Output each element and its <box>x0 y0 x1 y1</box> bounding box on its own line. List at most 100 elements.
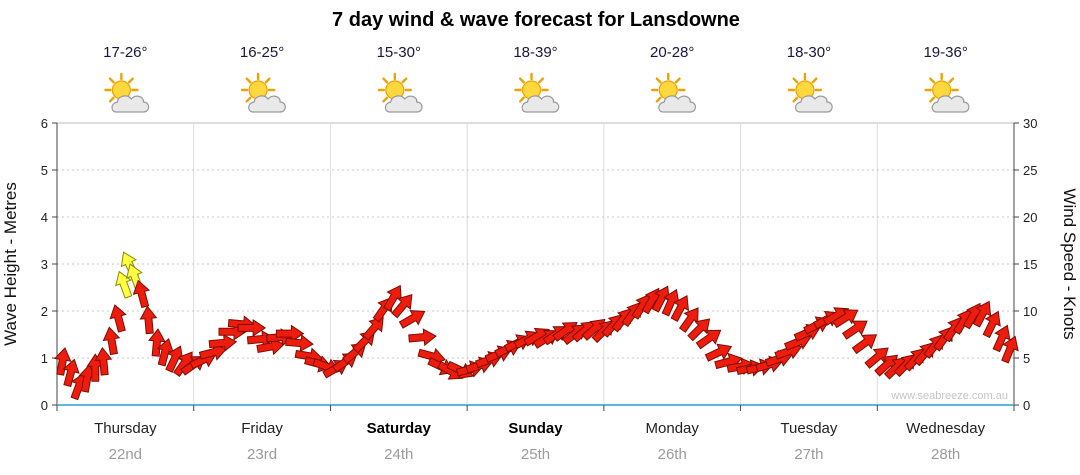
watermark: www.seabreeze.com.au <box>890 390 1008 402</box>
wind-arrow <box>408 328 437 347</box>
sun-cloud-icon <box>240 72 286 113</box>
wind-arrow <box>391 293 413 319</box>
sun-ray <box>264 77 271 84</box>
right-tick-label: 25 <box>1023 163 1037 178</box>
sun-cloud-icon <box>104 72 150 113</box>
sun-ray <box>792 96 799 103</box>
left-tick-label: 4 <box>41 210 48 225</box>
right-tick-label: 10 <box>1023 304 1037 319</box>
cloud <box>521 95 560 113</box>
sun-cloud-icon <box>651 72 697 113</box>
day-date: 23rd <box>247 446 277 463</box>
sun-rays <box>787 72 823 108</box>
day-date: 22nd <box>109 446 142 463</box>
wind-arrow <box>982 310 1001 339</box>
left-axis-title: Wave Height - Metres <box>1 182 20 346</box>
day-name: Monday <box>646 420 700 437</box>
wind-arrow <box>398 310 426 329</box>
sun-ray <box>401 77 408 84</box>
wind-arrow <box>102 326 121 356</box>
cloud <box>111 95 150 113</box>
cloud <box>658 95 697 113</box>
day-name: Sunday <box>508 420 563 437</box>
weather-icons <box>104 72 970 113</box>
day-date: 27th <box>794 446 823 463</box>
wind-arrow <box>148 328 166 357</box>
sun-ray <box>127 77 134 84</box>
wind-arrow <box>53 347 72 376</box>
day-date: 25th <box>521 446 550 463</box>
sun-ray <box>518 77 525 84</box>
wind-arrow <box>62 358 80 388</box>
sun-cloud-icon <box>377 72 423 113</box>
day-name: Tuesday <box>780 420 837 437</box>
left-tick-label: 1 <box>41 351 48 366</box>
sun-ray <box>108 77 115 84</box>
cloud <box>384 95 423 113</box>
right-tick-label: 20 <box>1023 210 1037 225</box>
temperature-range: 19-36° <box>923 44 967 61</box>
left-tick-label: 0 <box>41 398 48 413</box>
wind-arrow <box>670 295 689 322</box>
sun-ray <box>245 77 252 84</box>
wind-arrow <box>362 316 384 341</box>
wind-arrow <box>1001 335 1019 364</box>
wind-arrow <box>832 309 859 329</box>
day-date: 24th <box>384 446 413 463</box>
day-name: Friday <box>241 420 283 437</box>
sun-ray <box>792 77 799 84</box>
right-tick-label: 30 <box>1023 116 1037 131</box>
left-tick-label: 3 <box>41 257 48 272</box>
wind-arrow <box>992 324 1011 353</box>
wind-arrow <box>695 329 722 350</box>
sun-ray <box>655 96 662 103</box>
right-tick-label: 0 <box>1023 398 1030 413</box>
wind-arrow <box>94 346 113 376</box>
temperature-range: 16-25° <box>240 44 284 61</box>
wind-arrow <box>841 320 868 340</box>
sun-ray <box>382 96 389 103</box>
wind-arrow <box>109 304 127 333</box>
sun-ray <box>655 77 662 84</box>
cloud <box>248 95 286 113</box>
temperature-range: 17-26° <box>103 44 147 61</box>
day-name: Saturday <box>367 420 432 437</box>
right-tick-label: 15 <box>1023 257 1037 272</box>
wind-arrow <box>704 343 733 362</box>
wind-arrow <box>851 334 878 355</box>
cloud <box>931 95 970 113</box>
day-date: 28th <box>931 446 960 463</box>
wind-arrows <box>53 251 1019 401</box>
sun-ray <box>811 77 818 84</box>
temperature-range: 20-28° <box>650 44 694 61</box>
left-tick-label: 5 <box>41 163 48 178</box>
sun-ray <box>929 77 936 84</box>
wind-arrow <box>864 347 889 369</box>
page-title: 7 day wind & wave forecast for Lansdowne <box>332 9 740 31</box>
day-date: 26th <box>658 446 687 463</box>
sun-ray <box>948 77 955 84</box>
temperature-range: 18-39° <box>513 44 557 61</box>
left-tick-label: 6 <box>41 116 48 131</box>
grid: 0 1 2 3 4 5 6 0 5 10 15 20 25 30 <box>41 116 1038 413</box>
temperature-range: 15-30° <box>377 44 421 61</box>
wind-arrow <box>237 318 267 337</box>
wind-arrow <box>139 305 158 335</box>
cloud <box>794 95 833 113</box>
day-name: Wednesday <box>906 420 985 437</box>
sun-ray <box>538 77 545 84</box>
sun-ray <box>245 96 252 103</box>
sun-ray <box>674 77 681 84</box>
temperature-range: 18-30° <box>787 44 831 61</box>
sun-cloud-icon <box>787 72 833 113</box>
day-labels: Thursday 22nd Friday 23rd Saturday 24th Sunday… <box>94 420 986 463</box>
left-tick-label: 2 <box>41 304 48 319</box>
sun-cloud-icon <box>924 72 970 113</box>
wind-arrow <box>132 279 151 309</box>
temperature-row: 17-26° 16-25° 15-30° 18-39° 20-28° 18-30° 19-3… <box>103 44 968 61</box>
sun-cloud-icon <box>514 72 560 113</box>
sun-ray <box>518 96 525 103</box>
sun-ray <box>929 96 936 103</box>
